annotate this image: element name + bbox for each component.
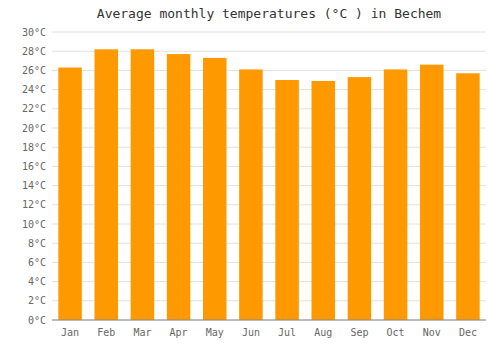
x-axis: Jan Feb Mar Apr May Jun Jul Aug Sep Oct Nov Dec (52, 320, 486, 338)
x-tick-label: Jun (242, 327, 260, 338)
x-tick-label: Aug (314, 327, 332, 338)
y-tick-label: 8°C (28, 238, 46, 249)
y-tick-label: 26°C (22, 65, 46, 76)
x-tick-label: Sep (350, 327, 368, 338)
x-tick-label: Jan (61, 327, 79, 338)
y-tick-label: 12°C (22, 199, 46, 210)
bars (58, 49, 479, 320)
y-tick-label: 6°C (28, 257, 46, 268)
bar (239, 69, 263, 320)
y-axis: 0°C 2°C 4°C 6°C 8°C 10°C 12°C 14°C 16°C 18°C 20°C 2… (22, 27, 46, 326)
chart: Average monthly temperatures (°C ) in Be… (0, 0, 500, 350)
bar (94, 49, 118, 320)
x-tick-label: Mar (133, 327, 151, 338)
x-axis-line (52, 320, 486, 321)
y-tick-label: 18°C (22, 142, 46, 153)
bar (311, 81, 335, 320)
x-tick-label: Feb (97, 327, 115, 338)
bar (58, 68, 82, 320)
y-tick-label: 20°C (22, 123, 46, 134)
y-tick-label: 16°C (22, 161, 46, 172)
x-tick-label: Dec (459, 327, 477, 338)
bar (275, 80, 299, 320)
y-tick-label: 2°C (28, 295, 46, 306)
y-tick-label: 14°C (22, 180, 46, 191)
bar (167, 54, 191, 320)
y-tick-label: 0°C (28, 315, 46, 326)
y-tick-label: 10°C (22, 219, 46, 230)
y-tick-label: 22°C (22, 103, 46, 114)
bar (420, 65, 444, 320)
grid-line (52, 320, 486, 321)
x-tick-label: Nov (423, 327, 441, 338)
x-tick-label: May (206, 327, 224, 338)
bar (456, 73, 480, 320)
bar (348, 77, 372, 320)
y-tick-label: 24°C (22, 84, 46, 95)
bar (384, 69, 408, 320)
bar (131, 49, 155, 320)
grid (52, 32, 486, 320)
grid-line (52, 32, 486, 33)
title: Average monthly temperatures (°C ) in Be… (97, 6, 442, 21)
bar (203, 58, 227, 320)
y-tick-label: 4°C (28, 276, 46, 287)
x-tick-label: Apr (170, 327, 188, 338)
y-tick-label: 28°C (22, 46, 46, 57)
y-tick-label: 30°C (22, 27, 46, 38)
x-tick-label: Oct (387, 327, 405, 338)
page: {"chart_data": {"type": "bar", "title": … (0, 0, 500, 350)
x-tick-label: Jul (278, 327, 296, 338)
